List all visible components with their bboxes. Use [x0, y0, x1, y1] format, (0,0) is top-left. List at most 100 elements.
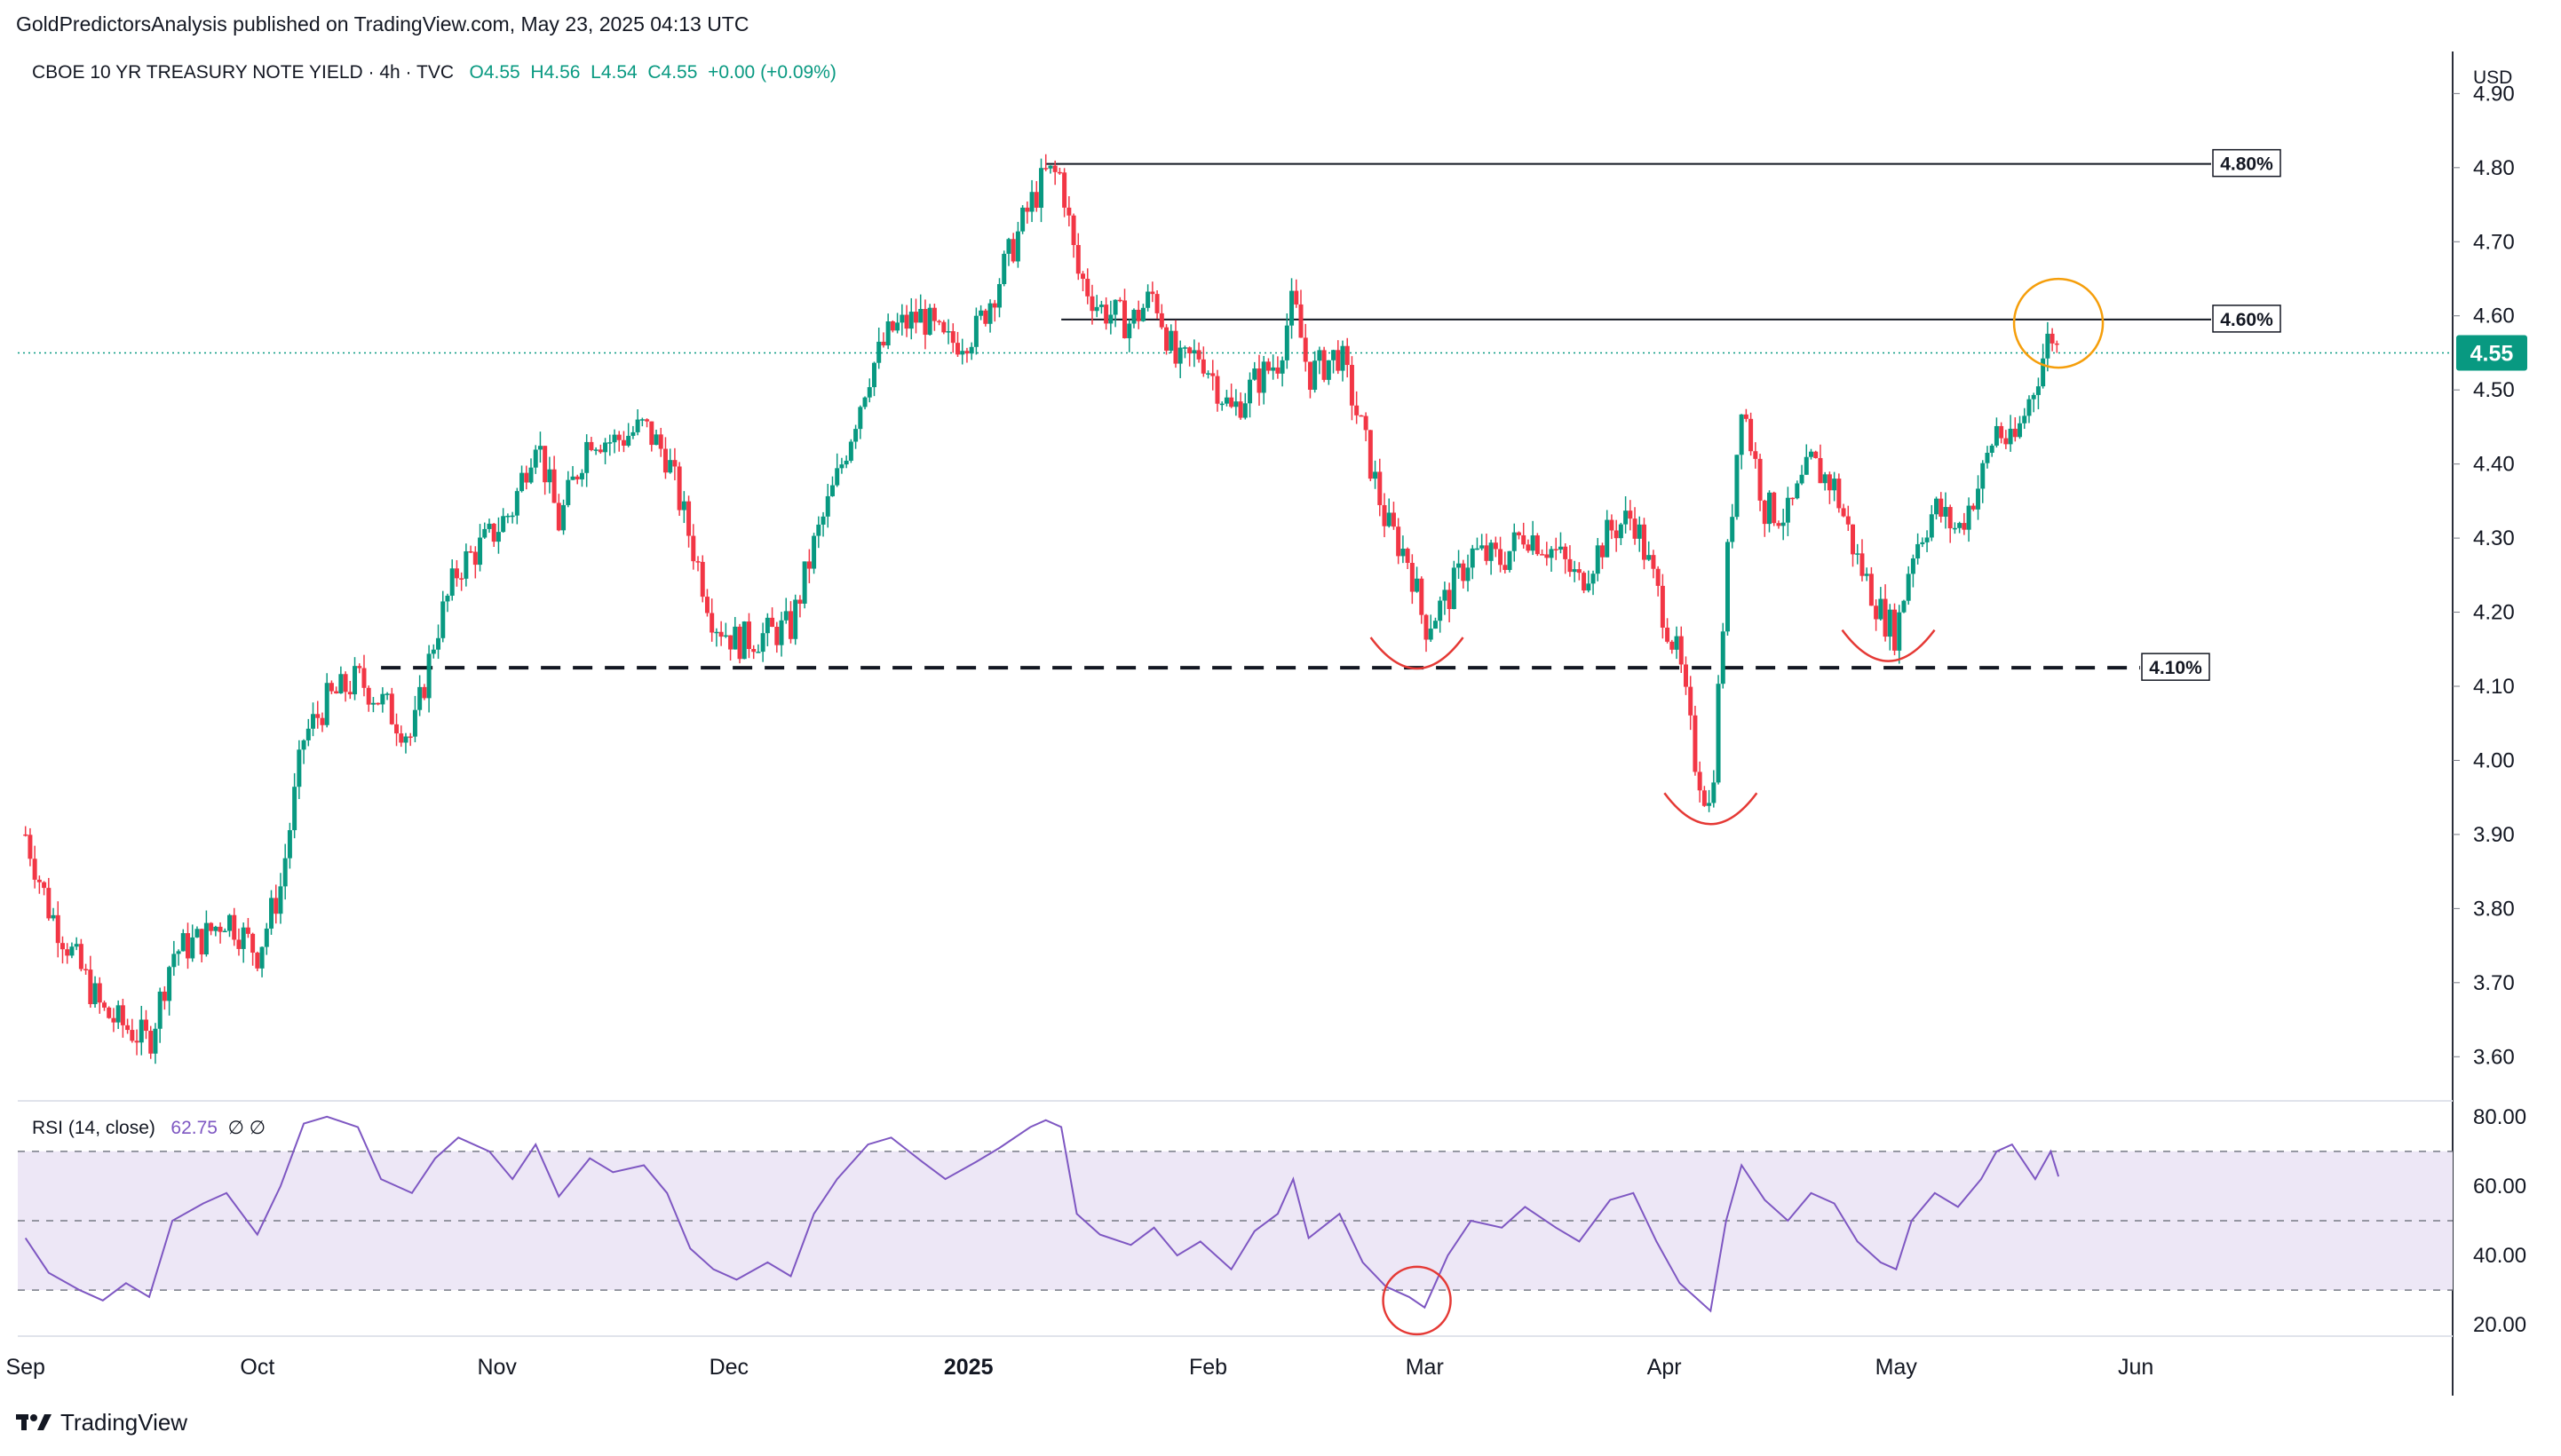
annotation-marks: [1369, 277, 2105, 826]
candle-body: [1377, 471, 1383, 505]
candle-body: [180, 933, 186, 952]
candle-body: [269, 898, 274, 929]
candle-body: [199, 929, 204, 955]
candle-body: [36, 879, 42, 882]
candle-body: [1405, 548, 1410, 564]
candle-body: [1637, 524, 1642, 539]
candle-body: [1447, 590, 1452, 610]
candle-body: [1002, 253, 1007, 285]
candle-body: [1298, 304, 1304, 338]
candle-body: [1804, 456, 1809, 475]
candle-body: [1173, 330, 1178, 364]
candle-body: [1432, 621, 1438, 629]
candle-body: [1474, 548, 1479, 550]
rsi-line: [24, 1115, 2060, 1313]
candle-body: [218, 926, 223, 932]
candle-body: [1943, 507, 1948, 517]
candle-body: [1252, 368, 1257, 380]
level-label-box[interactable]: [2212, 148, 2281, 178]
candle-body: [1859, 553, 1865, 576]
candle-body: [1799, 474, 1804, 484]
candle-body: [718, 631, 724, 637]
candle-body: [904, 314, 909, 329]
time-tick-label: Dec: [710, 1355, 749, 1380]
candle-body: [639, 419, 645, 421]
rsi-legend[interactable]: RSI (14, close) 62.75 ∅ ∅: [32, 1117, 266, 1139]
candle-body: [264, 928, 269, 947]
time-tick-label: Sep: [5, 1355, 44, 1380]
level-label-box[interactable]: [2141, 653, 2210, 681]
candle-body: [111, 1017, 116, 1023]
candle-body: [895, 322, 900, 331]
candle-body: [1841, 508, 1846, 517]
candle-body: [1201, 359, 1206, 374]
candle-body: [255, 953, 260, 969]
level-label: 4.60%: [2220, 310, 2273, 330]
candle-body: [1567, 558, 1573, 573]
candle-body: [1590, 574, 1596, 584]
candle-body: [1081, 273, 1086, 280]
symbol-legend[interactable]: CBOE 10 YR TREASURY NOTE YIELD · 4h · TV…: [32, 62, 836, 83]
candle-body: [1669, 641, 1675, 650]
candle-body: [1966, 505, 1971, 530]
candle-body: [343, 674, 348, 692]
candle-body: [885, 321, 891, 346]
candle-body: [1646, 555, 1652, 560]
candle-body: [1265, 361, 1271, 371]
candle-body: [835, 468, 840, 486]
candle-body: [1618, 524, 1623, 539]
candle-body: [918, 308, 924, 323]
candle-body: [737, 626, 742, 660]
candle-body: [1090, 296, 1095, 312]
candle-body: [1757, 458, 1763, 501]
candle-body: [1048, 165, 1053, 169]
candle-body: [871, 362, 876, 388]
candle-body: [1674, 636, 1679, 650]
candle-body: [501, 516, 506, 533]
candle-body: [1386, 512, 1392, 526]
candle-body: [1104, 305, 1109, 324]
candle-body: [760, 633, 765, 653]
candle-body: [1284, 325, 1289, 360]
candle-body: [598, 449, 603, 453]
candle-body: [305, 728, 311, 740]
candle-body: [59, 943, 65, 950]
tradingview-footer[interactable]: TradingView: [16, 1409, 187, 1436]
candle-body: [1572, 569, 1577, 573]
candle-body: [1359, 415, 1364, 417]
price-tick-label: 3.80: [2473, 897, 2515, 921]
candle-body: [1507, 550, 1512, 570]
candle-body: [1456, 563, 1462, 568]
level-label-box[interactable]: [2212, 305, 2281, 333]
candle-body: [927, 307, 932, 336]
candle-body: [1906, 574, 1911, 601]
candle-body: [1772, 492, 1777, 524]
candle-body: [338, 674, 344, 694]
candle-body: [1075, 244, 1081, 274]
candle-body: [1428, 629, 1433, 640]
time-axis[interactable]: Sep Oct Nov Dec 2025 Feb Mar Apr May Jun: [5, 1355, 2153, 1380]
candle-body: [621, 439, 626, 446]
candle-body: [1822, 474, 1828, 484]
candle-body: [881, 341, 886, 346]
candle-body: [1317, 350, 1322, 361]
candle-body: [1855, 553, 1860, 555]
candle-body: [1534, 535, 1540, 555]
candle-body: [1725, 542, 1730, 632]
candle-body: [1187, 347, 1193, 354]
level-label: 4.80%: [2220, 154, 2273, 175]
candle-body: [1052, 165, 1058, 172]
candle-body: [1818, 457, 1823, 484]
candle-body: [1034, 192, 1039, 208]
rsi-axis[interactable]: 20.00 40.00 60.00 80.00: [2473, 1105, 2526, 1337]
candle-body: [806, 561, 812, 569]
candle-body: [353, 666, 358, 695]
price-axis[interactable]: 3.60 3.70 3.80 3.90 4.00 4.10 4.20 4.30 4.40 4.50…: [2453, 82, 2515, 1069]
candle-body: [282, 858, 288, 887]
candle-body: [274, 898, 279, 914]
candle-body: [2031, 394, 2036, 400]
candle-body: [329, 683, 334, 692]
candle-body: [1915, 543, 1921, 558]
horizontal-levels[interactable]: 4.80% 4.60% 4.10%: [18, 148, 2453, 681]
